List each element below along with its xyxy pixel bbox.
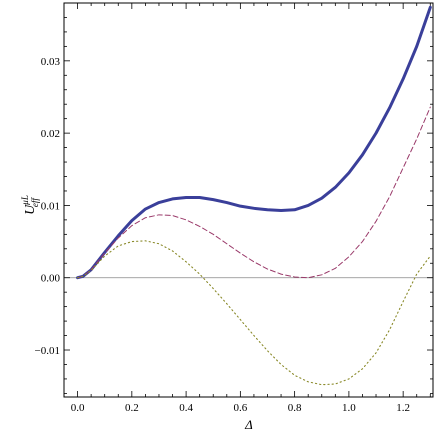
y-tick-label: 0.02 — [41, 128, 60, 140]
y-tick-label: 0.01 — [41, 200, 60, 212]
x-tick-label: 0.4 — [179, 402, 193, 414]
y-axis-label-sup: μL — [20, 195, 30, 206]
plot-frame — [63, 2, 434, 398]
x-tick-label: 1.2 — [396, 402, 410, 414]
series-line-dotted — [77, 240, 431, 386]
svg-text:UμLeff: UμLeff — [20, 195, 40, 215]
y-tick-label: −0.01 — [35, 345, 60, 357]
series-layer — [76, 5, 432, 386]
x-tick-label: 0.2 — [125, 402, 139, 414]
y-axis-label: UμLeff — [20, 195, 40, 215]
y-tick-label: 0.00 — [41, 273, 61, 285]
x-tick-label: 0.8 — [288, 402, 302, 414]
series-line-dashed — [77, 106, 431, 279]
series-line-solid — [76, 5, 432, 280]
y-axis-label-base: U — [23, 204, 38, 215]
x-tick-label: 1.0 — [342, 402, 356, 414]
y-axis-label-sub: eff — [30, 197, 40, 207]
x-tick-label: 0.0 — [71, 402, 85, 414]
y-axis-ticks: −0.01 0.00 0.01 0.02 0.03 — [35, 2, 433, 394]
x-axis-label: Δ — [244, 417, 253, 432]
y-tick-label: 0.03 — [41, 56, 61, 68]
x-axis-ticks: 0.0 0.2 0.4 0.6 0.8 1.0 1.2 — [71, 3, 431, 414]
x-tick-label: 0.6 — [233, 402, 247, 414]
